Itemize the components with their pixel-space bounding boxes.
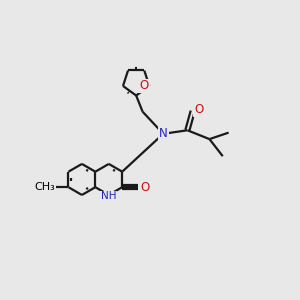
Text: NH: NH	[101, 191, 116, 201]
Text: CH₃: CH₃	[34, 182, 55, 192]
Text: O: O	[140, 181, 149, 194]
Text: O: O	[140, 80, 148, 92]
Text: O: O	[194, 103, 203, 116]
Text: N: N	[159, 127, 168, 140]
